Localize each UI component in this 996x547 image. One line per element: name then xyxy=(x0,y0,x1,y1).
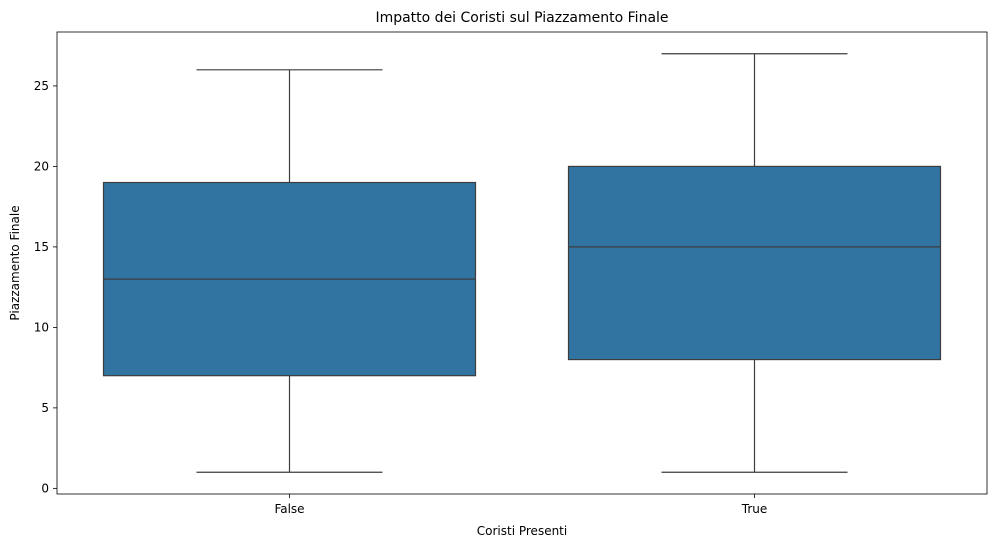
box-group-false xyxy=(102,69,477,473)
y-tick-label: 15 xyxy=(34,240,49,254)
box-group-true xyxy=(567,53,942,473)
y-tick-label: 0 xyxy=(41,481,49,495)
y-tick-label: 5 xyxy=(41,401,49,415)
x-tick-label: False xyxy=(274,502,304,516)
axes-frame xyxy=(56,31,988,495)
y-tick-label: 10 xyxy=(34,320,49,334)
y-axis: 0 5 10 15 20 25 xyxy=(34,79,57,495)
y-tick-label: 25 xyxy=(34,79,49,93)
x-axis-label: Coristi Presenti xyxy=(477,524,567,538)
y-axis-label: Piazzamento Finale xyxy=(8,205,22,320)
y-tick-label: 20 xyxy=(34,159,49,173)
x-tick-label: True xyxy=(741,502,768,516)
x-axis: False True xyxy=(274,494,767,516)
plot-area xyxy=(102,53,942,473)
box-iqr xyxy=(567,165,942,361)
chart-title: Impatto dei Coristi sul Piazzamento Fina… xyxy=(375,10,668,26)
